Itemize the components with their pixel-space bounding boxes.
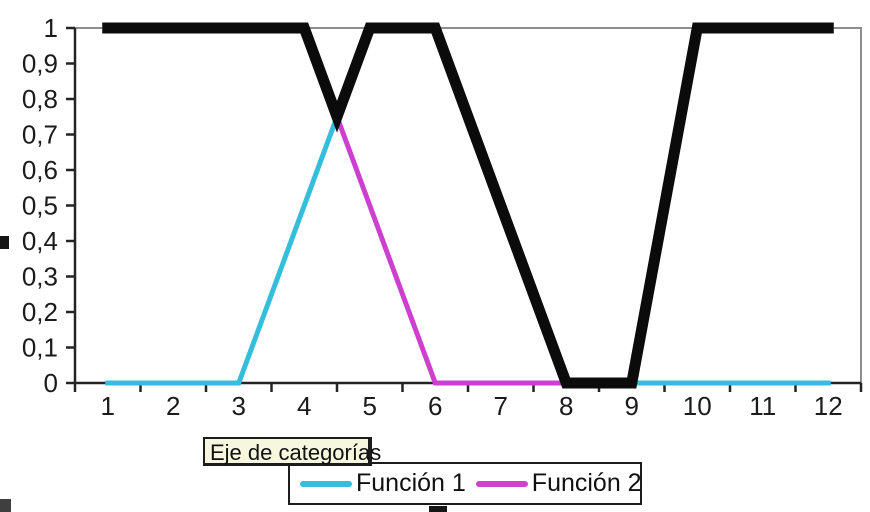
y-axis-tick-label: 0,8	[22, 84, 58, 114]
selection-handle-left-middle[interactable]	[0, 236, 9, 249]
selection-handle-bottom-middle[interactable]	[429, 506, 447, 512]
legend-entry-label: Función 1	[356, 469, 466, 497]
y-axis-tick-label: 0,5	[22, 191, 58, 221]
x-axis-tick-label: 9	[625, 391, 639, 421]
selection-handle-bottom-left[interactable]	[0, 499, 11, 512]
axis-tooltip: Eje de categorías	[203, 437, 381, 466]
legend-entry-funcion-1[interactable]: Función 1	[300, 469, 466, 498]
axes-and-ticks[interactable]	[66, 26, 863, 392]
x-axis-tick-label: 10	[683, 391, 712, 421]
legend-entry-funcion-2[interactable]: Función 2	[475, 469, 642, 498]
x-axis-tick-label: 4	[297, 391, 311, 421]
y-axis-tick-label: 0,9	[22, 49, 58, 79]
y-axis-tick-label: 0,2	[22, 297, 58, 327]
y-axis-tick-label: 0,7	[22, 120, 58, 150]
y-axis-tick-label: 0,4	[22, 226, 58, 256]
x-axis-tick-label: 3	[232, 391, 246, 421]
y-axis-tick-label: 0,1	[22, 333, 58, 363]
x-axis-tick-label: 8	[559, 391, 573, 421]
axis-tooltip-text: Eje de categorías	[210, 440, 382, 465]
legend-line-sample-icon	[475, 480, 528, 487]
x-axis-tick-label: 2	[166, 391, 180, 421]
legend-entry-label: Función 2	[531, 469, 642, 497]
y-axis-tick-label: 0	[44, 368, 58, 398]
legend-line-sample-icon	[300, 480, 352, 487]
series-line-3[interactable]	[102, 22, 834, 389]
plot-area-border	[75, 27, 862, 383]
chart-legend[interactable]: Función 1 Función 2	[288, 462, 642, 505]
series-line-2[interactable]	[333, 113, 576, 386]
y-axis-tick-label: 1	[44, 13, 58, 43]
y-axis-tick-label: 0,3	[22, 262, 58, 292]
x-axis-tick-label: 11	[749, 391, 776, 421]
y-axis-tick-label: 0,6	[22, 155, 58, 185]
x-axis-tick-label: 5	[363, 391, 377, 421]
series-line-1[interactable]	[105, 113, 341, 386]
x-axis-tick-label: 7	[494, 391, 508, 421]
x-axis-tick-label: 12	[814, 391, 843, 421]
x-axis-tick-label: 1	[101, 391, 115, 421]
x-axis-tick-label: 6	[428, 391, 442, 421]
